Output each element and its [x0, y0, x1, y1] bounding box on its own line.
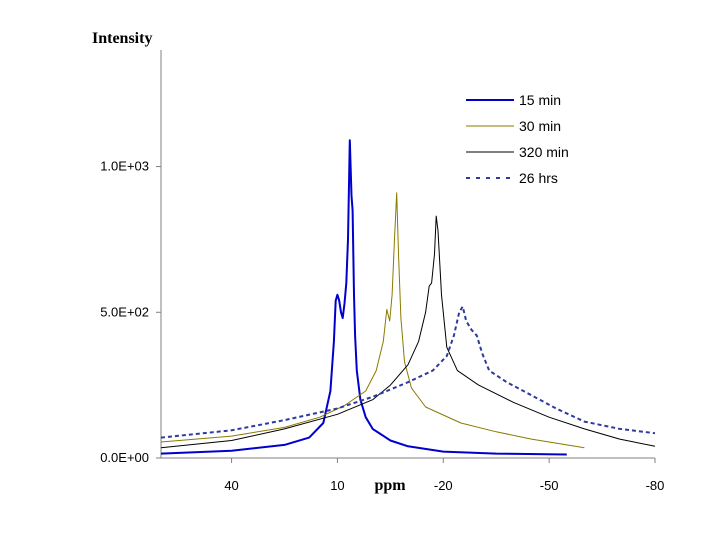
- legend-label-1: 15 min: [519, 92, 561, 108]
- legend-label-3: 320 min: [519, 144, 569, 160]
- y-ticks: 0.0E+00 5.0E+02 1.0E+03: [100, 159, 161, 465]
- x-tick-label: -20: [434, 478, 453, 493]
- series-line-3: [160, 215, 656, 449]
- y-tick-label: 0.0E+00: [100, 450, 149, 465]
- y-axis-title: Intensity: [92, 30, 152, 47]
- series-line-4: [160, 305, 656, 439]
- x-axis-title: ppm: [374, 477, 406, 494]
- x-tick-label: 40: [224, 478, 238, 493]
- plot-frame: [160, 50, 655, 459]
- y-tick-label: 1.0E+03: [100, 159, 149, 174]
- series-line-1: [160, 139, 567, 456]
- y-tick-label: 5.0E+02: [100, 304, 149, 319]
- x-tick-label: 10: [330, 478, 344, 493]
- x-ticks: 40 10 -20 -50 -80: [224, 458, 664, 493]
- series-line-2: [160, 192, 585, 449]
- x-tick-label: -50: [540, 478, 559, 493]
- legend-label-2: 30 min: [519, 118, 561, 134]
- legend-label-4: 26 hrs: [519, 170, 558, 186]
- x-tick-label: -80: [646, 478, 665, 493]
- legend: 15 min 30 min 320 min 26 hrs: [466, 92, 569, 186]
- series-lines: [160, 139, 656, 456]
